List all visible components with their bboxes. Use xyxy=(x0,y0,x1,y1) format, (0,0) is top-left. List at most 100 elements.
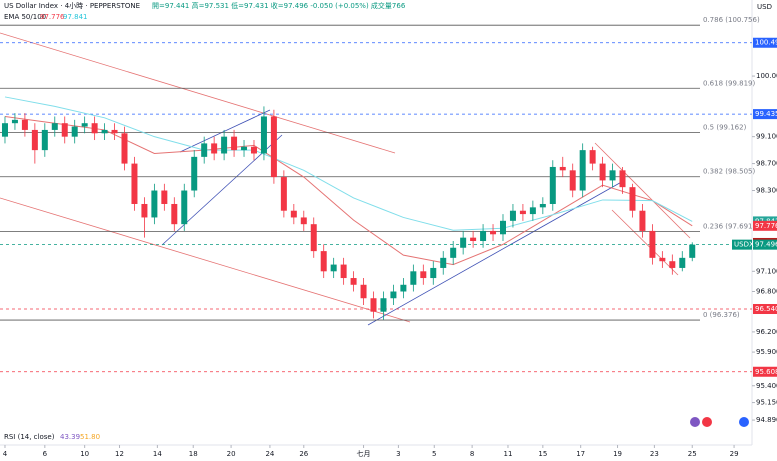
ema-line xyxy=(4,96,693,231)
candle-body xyxy=(151,190,158,218)
fib-label: 0.5 (99.162) xyxy=(703,123,747,131)
candle-body xyxy=(460,237,467,248)
candle xyxy=(300,210,307,231)
candle-body xyxy=(260,116,267,154)
candle xyxy=(460,230,467,255)
price-badge-label: 97.776 xyxy=(755,222,777,230)
candle-body xyxy=(280,177,287,211)
candle-body xyxy=(340,264,347,279)
candle xyxy=(231,129,238,157)
price-badge-label: 99.435 xyxy=(755,110,777,118)
candle-body xyxy=(669,261,676,268)
event-icon[interactable] xyxy=(702,417,712,427)
candle-body xyxy=(450,247,457,258)
x-tick-label: 17 xyxy=(576,450,585,458)
candle xyxy=(211,136,218,161)
candle-body xyxy=(350,278,357,285)
candle-body xyxy=(400,284,407,292)
candle xyxy=(499,214,506,242)
candle xyxy=(609,163,616,188)
trendline xyxy=(367,179,626,326)
candle xyxy=(629,183,636,218)
event-icon[interactable] xyxy=(739,417,749,427)
ema-line xyxy=(4,115,693,266)
y-tick-label: 96.200 xyxy=(756,328,777,336)
candle xyxy=(579,143,586,198)
y-tick-label: 100.000 xyxy=(756,72,777,80)
candle xyxy=(111,123,118,141)
x-tick-label: 26 xyxy=(299,450,308,458)
ema-legend: EMA 50/100 xyxy=(4,13,46,21)
candle-body xyxy=(1,123,8,137)
candle xyxy=(241,140,248,157)
x-tick-label: 11 xyxy=(504,450,513,458)
x-tick-label: 6 xyxy=(43,450,48,458)
candle-body xyxy=(231,136,238,151)
candle xyxy=(639,203,646,238)
y-tick-label: 99.100 xyxy=(756,133,777,141)
candle xyxy=(410,264,417,292)
ema-legend-value: 97.841 xyxy=(63,13,88,21)
candle-body xyxy=(131,163,138,204)
candle xyxy=(171,197,178,231)
x-tick-label: 23 xyxy=(650,450,659,458)
header-title: US Dollar Index · 4小時 · PEPPERSTONE xyxy=(4,1,140,10)
candle-body xyxy=(689,244,696,258)
candle-body xyxy=(51,123,58,130)
candle-body xyxy=(310,224,317,252)
candle-body xyxy=(250,146,257,154)
event-icon[interactable] xyxy=(690,417,700,427)
candle xyxy=(191,150,198,198)
x-tick-label: 4 xyxy=(3,450,8,458)
y-tick-label: 95.900 xyxy=(756,348,777,356)
candle xyxy=(450,241,457,265)
candle xyxy=(250,140,257,161)
candle xyxy=(360,278,367,305)
candle xyxy=(161,183,168,211)
trendline xyxy=(179,109,271,153)
y-tick-label: 98.700 xyxy=(756,160,777,168)
candle-body xyxy=(569,170,576,191)
candle-body xyxy=(101,129,108,134)
candle-body xyxy=(191,156,198,191)
trendline xyxy=(611,209,679,276)
candle xyxy=(480,224,487,248)
y-tick-label: 94.890 xyxy=(756,416,777,424)
candle xyxy=(509,203,516,228)
trendline xyxy=(0,32,396,154)
x-tick-label: 20 xyxy=(227,450,236,458)
price-badge xyxy=(753,37,777,48)
candle-body xyxy=(91,123,98,134)
price-badge xyxy=(753,239,777,250)
candle-body xyxy=(61,123,68,137)
symbol-label: USDX xyxy=(734,241,754,249)
candle-body xyxy=(549,166,556,204)
candle xyxy=(589,146,596,171)
candle-body xyxy=(320,251,327,272)
candle xyxy=(350,271,357,292)
price-badge-label: 95.608 xyxy=(755,368,777,376)
candle-body xyxy=(629,187,636,211)
candle xyxy=(420,264,427,285)
candle-body xyxy=(300,217,307,225)
candle xyxy=(51,116,58,137)
candle xyxy=(370,291,377,319)
candle xyxy=(430,261,437,285)
candle xyxy=(599,156,606,188)
y-tick-label: 95.150 xyxy=(756,399,777,407)
y-tick-label: 96.800 xyxy=(756,288,777,296)
candle xyxy=(549,160,556,211)
price-badge-label: 100.495 xyxy=(755,39,777,47)
candle xyxy=(11,113,18,130)
header-ohlc: 開=97.441 高=97.531 低=97.431 收=97.496 -0.0… xyxy=(152,1,406,10)
candle-body xyxy=(470,237,477,242)
fib-label: 0.786 (100.756) xyxy=(703,16,760,24)
candle-body xyxy=(81,123,88,127)
x-tick-label: 18 xyxy=(189,450,198,458)
rsi-legend-value: 43.39 xyxy=(60,433,80,441)
x-tick-label: 10 xyxy=(80,450,89,458)
candle-body xyxy=(41,129,48,151)
candle-body xyxy=(430,267,437,279)
candle-body xyxy=(539,203,546,208)
